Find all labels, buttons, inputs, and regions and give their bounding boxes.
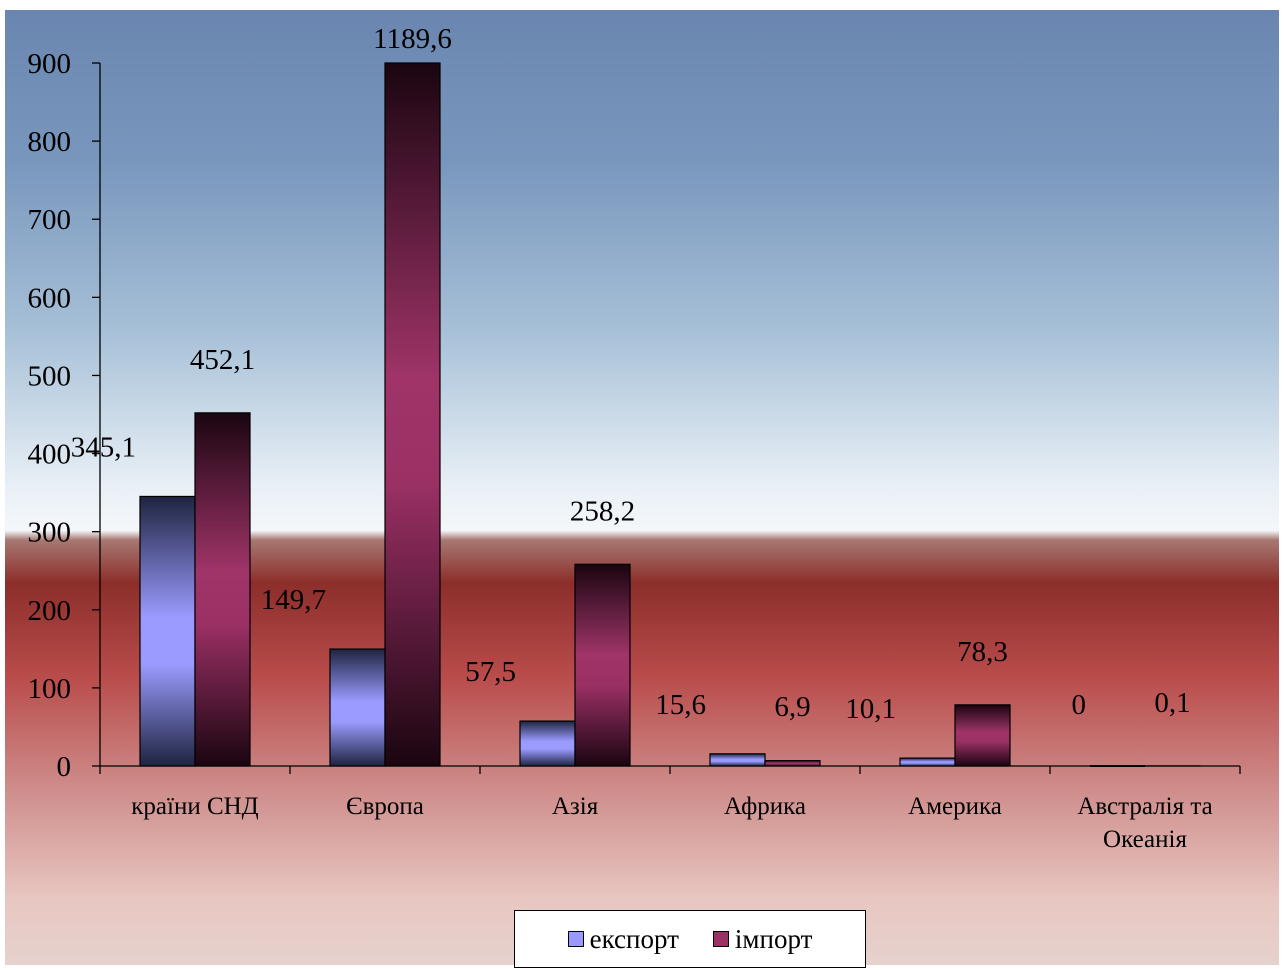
x-tick-label: Європа [346, 793, 424, 820]
bar-import [764, 760, 821, 767]
legend-item-import: імпорт [712, 923, 813, 955]
data-labels: 345,1 149,7 57,5 15,6 10,1 0 452,1 1189,6 258,2 6… [71, 23, 1191, 725]
y-tick-label: 400 [28, 439, 72, 471]
y-tick-label: 900 [28, 48, 72, 80]
bar-export [899, 757, 956, 767]
legend-label-export: експорт [589, 923, 679, 954]
y-tick-label: 500 [28, 360, 72, 392]
axes: 0 100 200 300 400 500 600 700 800 900 країни СНД Єв… [28, 48, 1241, 853]
bar-export [139, 495, 196, 767]
y-tick-label: 0 [57, 751, 72, 783]
data-label-export: 57,5 [465, 656, 516, 688]
x-tick-label: Австралія та Океанія [1077, 793, 1212, 853]
x-tick-label: Африка [724, 793, 806, 820]
legend-item-export: експорт [567, 923, 679, 955]
legend-label-import: імпорт [734, 923, 813, 954]
y-tick-label: 800 [28, 126, 72, 158]
data-label-export: 10,1 [845, 693, 896, 725]
y-tick-label: 100 [28, 673, 72, 705]
x-tick-label: Америка [908, 793, 1002, 820]
y-tick-label: 600 [28, 282, 72, 314]
bars [139, 62, 1201, 767]
y-tick-label: 200 [28, 595, 72, 627]
x-tick-label: країни СНД [131, 793, 258, 820]
bar-import [954, 704, 1011, 767]
data-label-import: 6,9 [774, 691, 810, 723]
legend-swatch-export [567, 931, 584, 947]
legend-swatch-import [712, 931, 729, 947]
bar-export [519, 720, 576, 767]
legend: експорт імпорт [514, 910, 866, 968]
data-label-export: 15,6 [655, 689, 706, 721]
bar-export [329, 648, 386, 767]
data-label-import: 258,2 [570, 495, 635, 527]
data-label-export: 149,7 [261, 584, 326, 616]
data-label-export: 345,1 [71, 431, 136, 463]
x-tick-label: Азія [552, 793, 599, 820]
bar-export [709, 753, 766, 767]
data-label-import: 0,1 [1154, 687, 1190, 719]
bar-import [194, 412, 251, 767]
data-label-import: 1189,6 [373, 23, 452, 55]
data-label-import: 452,1 [190, 344, 255, 376]
y-tick-label: 700 [28, 204, 72, 236]
y-tick-label: 300 [28, 517, 72, 549]
data-label-import: 78,3 [957, 636, 1008, 668]
data-label-export: 0 [1072, 689, 1087, 721]
bar-import [384, 62, 441, 767]
bar-import [574, 563, 631, 767]
